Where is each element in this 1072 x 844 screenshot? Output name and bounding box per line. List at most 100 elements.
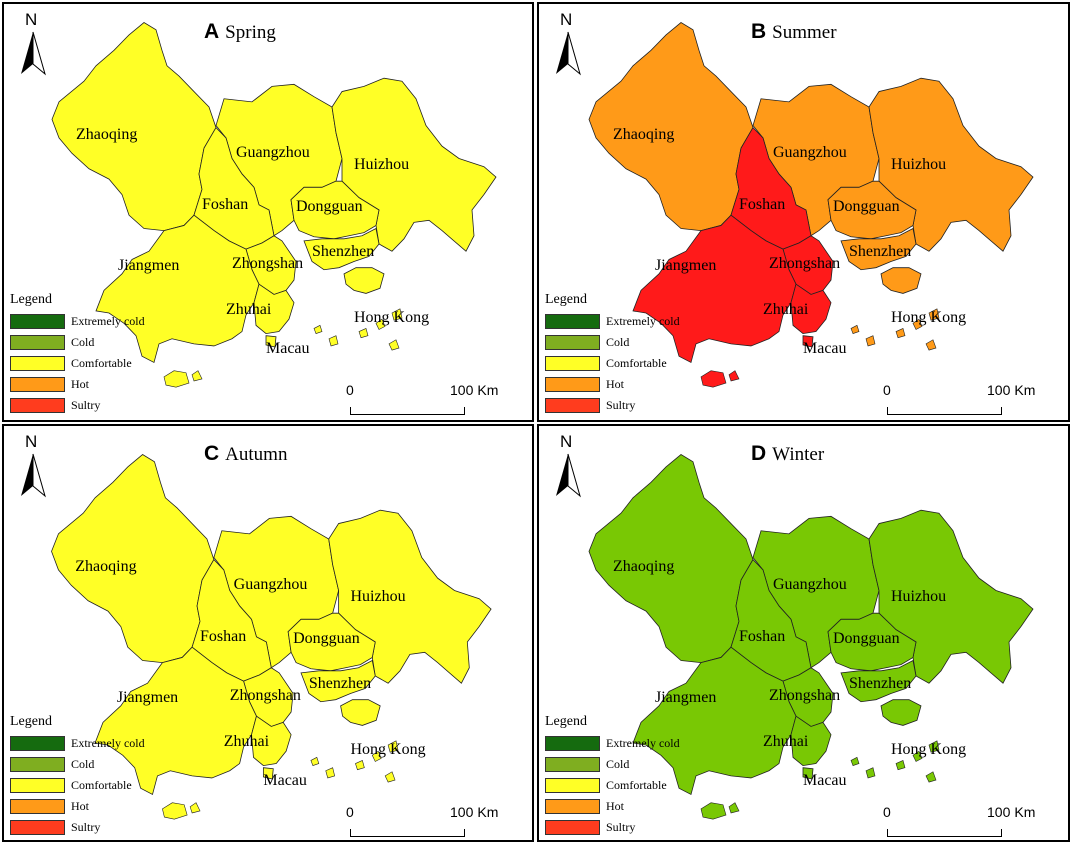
legend-item: Extremely cold — [10, 311, 145, 332]
scale-bar-line — [887, 829, 1002, 837]
legend-swatch — [545, 335, 600, 350]
legend-label: Sultry — [606, 398, 636, 412]
city-label-jiangmen: Jiangmen — [116, 689, 179, 707]
scale-bar-line — [887, 407, 1002, 415]
island — [328, 335, 339, 347]
city-label-zhuhai: Zhuhai — [763, 732, 809, 750]
region-dongguan — [287, 612, 376, 672]
legend-swatch — [545, 314, 600, 329]
season-label: Summer — [772, 22, 837, 43]
north-arrow-icon: N — [551, 432, 585, 498]
city-label-macau: Macau — [803, 339, 847, 357]
north-label: N — [560, 432, 573, 451]
scale-zero-label: 0 — [346, 382, 354, 398]
legend-swatch — [10, 398, 65, 413]
island — [371, 750, 382, 762]
scale-unit: Km — [477, 804, 499, 820]
scale-bar-line — [350, 829, 465, 837]
city-label-zhongshan: Zhongshan — [232, 255, 304, 273]
region-map — [588, 454, 1034, 820]
city-label-jiangmen: Jiangmen — [118, 257, 180, 275]
region-hong-kong — [340, 699, 381, 726]
island — [358, 328, 369, 339]
region-jiangmen — [95, 214, 260, 364]
region-dongguan — [827, 180, 917, 240]
city-label-foshan: Foshan — [739, 627, 786, 645]
scale-unit: Km — [477, 382, 499, 398]
island — [850, 324, 860, 334]
legend-item: Cold — [545, 332, 680, 353]
legend-swatch — [545, 820, 600, 835]
legend-item: Comfortable — [545, 353, 680, 374]
island — [191, 370, 203, 382]
scale-max-value: 100 — [450, 382, 474, 398]
island — [912, 750, 923, 762]
legend-title: Legend — [545, 292, 587, 307]
scale-zero-label: 0 — [883, 382, 891, 398]
legend-label: Comfortable — [606, 356, 667, 370]
city-label-jiangmen: Jiangmen — [655, 257, 717, 275]
legend-item: Sultry — [545, 817, 680, 838]
island — [925, 771, 937, 783]
region-map — [588, 22, 1034, 388]
region-hong-kong — [343, 267, 385, 294]
panel-winter: D Winter Zhaoqing Guangzhou Huizhou Foshan Don… — [537, 424, 1070, 842]
island — [163, 370, 190, 388]
city-label-guangzhou: Guangzhou — [236, 144, 310, 162]
region-shenzhen — [840, 227, 917, 271]
scale-max-value: 100 — [987, 382, 1011, 398]
scale-unit: Km — [1014, 382, 1036, 398]
region-shenzhen — [840, 659, 917, 703]
scale-max-value: 100 — [450, 804, 474, 820]
legend-swatch — [545, 799, 600, 814]
legend-swatch — [10, 314, 65, 329]
season-label: Spring — [225, 22, 276, 43]
island — [865, 767, 876, 779]
city-label-shenzhen: Shenzhen — [312, 242, 375, 260]
city-label-zhaoqing: Zhaoqing — [76, 125, 138, 143]
legend-item: Cold — [545, 754, 680, 775]
island — [391, 308, 403, 321]
panel-letter: D — [751, 442, 767, 465]
legend-item: Sultry — [10, 395, 145, 416]
legend-item: Hot — [545, 374, 680, 395]
city-label-zhuhai: Zhuhai — [226, 300, 272, 318]
city-label-huizhou: Huizhou — [891, 156, 947, 174]
scale-bar-line — [350, 407, 465, 415]
city-label-macau: Macau — [803, 771, 847, 789]
island — [388, 339, 400, 351]
region-zhuhai — [790, 283, 832, 335]
city-label-zhongshan: Zhongshan — [229, 687, 301, 705]
legend-item: Extremely cold — [10, 733, 145, 754]
legend-swatch — [545, 757, 600, 772]
legend-item: Comfortable — [10, 775, 145, 796]
island — [310, 756, 320, 766]
city-label-huizhou: Huizhou — [891, 588, 947, 606]
legend-item: Extremely cold — [545, 311, 680, 332]
legend-title: Legend — [10, 714, 52, 729]
legend-label: Hot — [606, 799, 624, 813]
legend-title: Legend — [545, 714, 587, 729]
legend-swatch — [10, 335, 65, 350]
region-map — [51, 454, 492, 820]
region-shenzhen — [300, 659, 376, 703]
scale-bar: 0 100 Km — [883, 804, 1037, 840]
north-arrow-icon: N — [551, 10, 585, 76]
island — [925, 339, 937, 351]
city-label-foshan: Foshan — [202, 195, 249, 213]
legend-label: Cold — [71, 335, 95, 349]
city-label-dongguan: Dongguan — [833, 629, 900, 647]
island — [387, 740, 399, 753]
legend-label: Extremely cold — [71, 736, 145, 750]
legend-item: Hot — [10, 374, 145, 395]
legend-label: Cold — [606, 757, 630, 771]
legend-label: Sultry — [606, 820, 636, 834]
region-map — [51, 22, 497, 388]
city-label-hong-kong: Hong Kong — [350, 740, 426, 758]
legend-label: Cold — [71, 757, 95, 771]
legend: Legend Extremely cold Cold Comfortable Hot Su… — [545, 714, 680, 838]
legend-item: Extremely cold — [545, 733, 680, 754]
legend-label: Hot — [71, 377, 89, 391]
region-macau — [802, 335, 814, 348]
legend-label: Extremely cold — [606, 314, 680, 328]
